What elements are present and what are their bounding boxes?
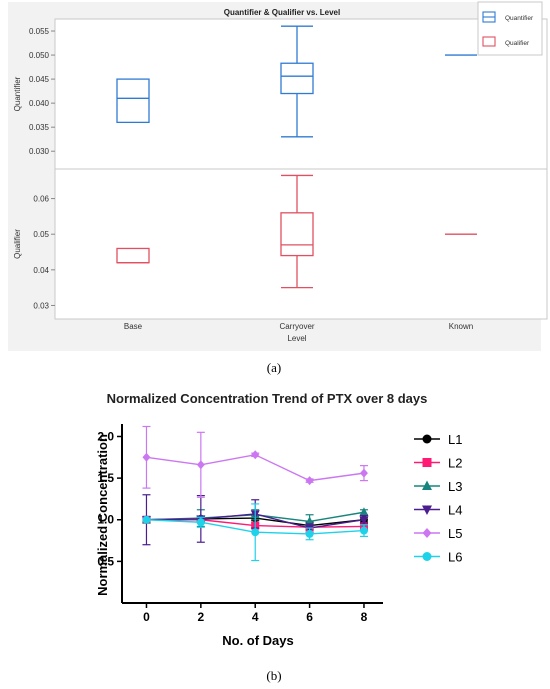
data-point xyxy=(251,450,260,460)
y-tick-label: 0.030 xyxy=(29,147,50,156)
data-point xyxy=(305,529,314,538)
caption-b: (b) xyxy=(266,668,281,683)
axis-ticks: 0 2 4 6 8 0.5 1.0 1.5 2.0 xyxy=(97,429,367,624)
iqr-box xyxy=(116,78,150,124)
box-plots xyxy=(116,25,477,289)
y-tick-label: 0.05 xyxy=(33,230,49,239)
legend-item-l4: L4 xyxy=(414,503,462,518)
y-tick-label: 1.5 xyxy=(97,471,114,485)
caption-a: (a) xyxy=(267,360,281,375)
quantifier-axis-label: Quantifier xyxy=(13,76,22,111)
data-point xyxy=(142,515,151,524)
legend-qualifier-label: Qualifier xyxy=(505,40,530,47)
x-tick-label: 0 xyxy=(143,610,150,624)
iqr-box xyxy=(280,212,314,257)
data-point xyxy=(142,452,151,462)
y-tick-label: 0.055 xyxy=(29,27,50,36)
panel-b-line-chart: Normalized Concentration Trend of PTX ov… xyxy=(95,391,462,648)
box-quantifier-carryover xyxy=(280,25,314,138)
legend-item-l1: L1 xyxy=(414,432,462,447)
y-tick-label: 0.040 xyxy=(29,99,50,108)
data-point xyxy=(422,434,432,444)
data-point xyxy=(422,480,432,490)
y-tick-label: 0.035 xyxy=(29,123,50,132)
series-l6 xyxy=(142,503,368,562)
data-point xyxy=(359,526,368,535)
y-axis-label: Normalized Concentration xyxy=(95,434,110,596)
y-tick-label: 0.06 xyxy=(33,195,49,204)
legend-item-l5: L5 xyxy=(414,526,462,541)
data-point xyxy=(422,528,432,538)
legend-label: L3 xyxy=(448,479,462,494)
quantifier-y-ticks: 0.030 0.035 0.040 0.045 0.050 0.055 xyxy=(29,27,55,156)
box-quantifier-base xyxy=(116,78,150,124)
data-point xyxy=(196,460,205,470)
data-point xyxy=(422,552,432,561)
legend: Quantifier Qualifier xyxy=(477,1,543,56)
box-qualifier-base xyxy=(116,247,150,264)
category-label-base: Base xyxy=(124,322,143,331)
category-label-known: Known xyxy=(449,322,473,331)
category-label-carryover: Carryover xyxy=(279,322,314,331)
y-tick-label: 0.045 xyxy=(29,75,50,84)
legend-label: L5 xyxy=(448,526,462,541)
data-point xyxy=(422,505,432,515)
chart-title: Normalized Concentration Trend of PTX ov… xyxy=(107,391,428,406)
legend-quantifier-icon xyxy=(482,11,496,23)
qualifier-axis-label: Qualifier xyxy=(13,229,22,259)
data-point xyxy=(359,516,369,525)
legend-frame xyxy=(477,1,543,56)
data-point xyxy=(305,516,315,525)
y-tick-label: 0.050 xyxy=(29,51,50,60)
y-tick-label: 1.0 xyxy=(97,513,114,527)
legend-item-l2: L2 xyxy=(414,456,462,471)
legend-label: L4 xyxy=(448,503,462,518)
legend-item-l3: L3 xyxy=(414,479,462,494)
data-point xyxy=(196,518,205,527)
x-axis-label: No. of Days xyxy=(222,633,294,648)
data-point xyxy=(422,458,432,467)
legend-label: L2 xyxy=(448,456,462,471)
y-tick-label: 0.04 xyxy=(33,266,49,275)
data-point xyxy=(359,468,368,478)
x-tick-label: 2 xyxy=(198,610,205,624)
panel-a-box-plot: Quantifier & Qualifier vs. Level 0.0300.… xyxy=(8,1,548,351)
x-tick-label: 4 xyxy=(252,610,259,624)
y-tick-label: 0.03 xyxy=(33,301,49,310)
series-l5 xyxy=(142,425,368,498)
x-tick-label: 8 xyxy=(361,610,368,624)
chart-title: Quantifier & Qualifier vs. Level xyxy=(224,8,340,17)
legend-label: L1 xyxy=(448,432,462,447)
iqr-box xyxy=(280,62,314,95)
y-tick-label: 0.5 xyxy=(97,554,114,568)
x-axis-label: Level xyxy=(287,334,306,343)
legend-item-l6: L6 xyxy=(414,550,462,565)
y-tick-label: 2.0 xyxy=(97,429,114,443)
legend: L1 L2 L3 L4 L5 L6 xyxy=(414,432,462,565)
data-point xyxy=(305,476,314,486)
qualifier-y-ticks: 0.03 0.04 0.05 0.06 xyxy=(33,195,55,310)
data-point xyxy=(359,507,369,516)
box-qualifier-carryover xyxy=(280,174,314,289)
x-tick-label: 6 xyxy=(306,610,313,624)
series-lines xyxy=(141,425,369,562)
legend-label: L6 xyxy=(448,550,462,565)
legend-qualifier-icon xyxy=(482,36,496,47)
data-point xyxy=(251,528,260,537)
legend-quantifier-label: Quantifier xyxy=(505,15,534,22)
